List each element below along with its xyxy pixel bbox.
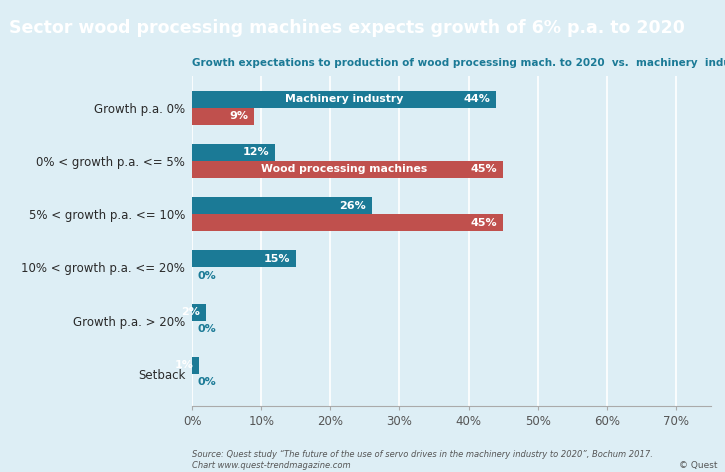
Text: Wood processing machines: Wood processing machines [261,164,427,174]
Text: 45%: 45% [471,164,497,174]
Text: 0%: 0% [198,271,216,281]
Bar [192,91,496,108]
Text: 15%: 15% [264,254,290,264]
Text: Machinery industry: Machinery industry [285,94,403,104]
Text: Source: Quest study “The future of the use of servo drives in the machinery indu: Source: Quest study “The future of the u… [192,450,653,470]
Text: 0%: 0% [198,378,216,388]
Text: 45%: 45% [471,218,497,228]
Bar [192,303,206,320]
Bar [192,357,199,374]
Bar [192,108,254,125]
Text: 1%: 1% [175,360,194,371]
Text: 0%: 0% [198,324,216,334]
Bar [192,250,296,267]
Bar [192,214,503,231]
Text: 44%: 44% [464,94,491,104]
Text: 2%: 2% [181,307,200,317]
Text: Growth expectations to production of wood processing mach. to 2020  vs.  machine: Growth expectations to production of woo… [192,59,725,68]
Text: Sector wood processing machines expects growth of 6% p.a. to 2020: Sector wood processing machines expects … [9,19,684,37]
Bar [192,197,372,214]
Bar [192,161,503,178]
Text: © Quest: © Quest [679,461,718,470]
Text: 12%: 12% [243,147,270,157]
Text: 9%: 9% [230,111,249,121]
Text: 26%: 26% [339,201,366,211]
Bar [192,144,275,161]
